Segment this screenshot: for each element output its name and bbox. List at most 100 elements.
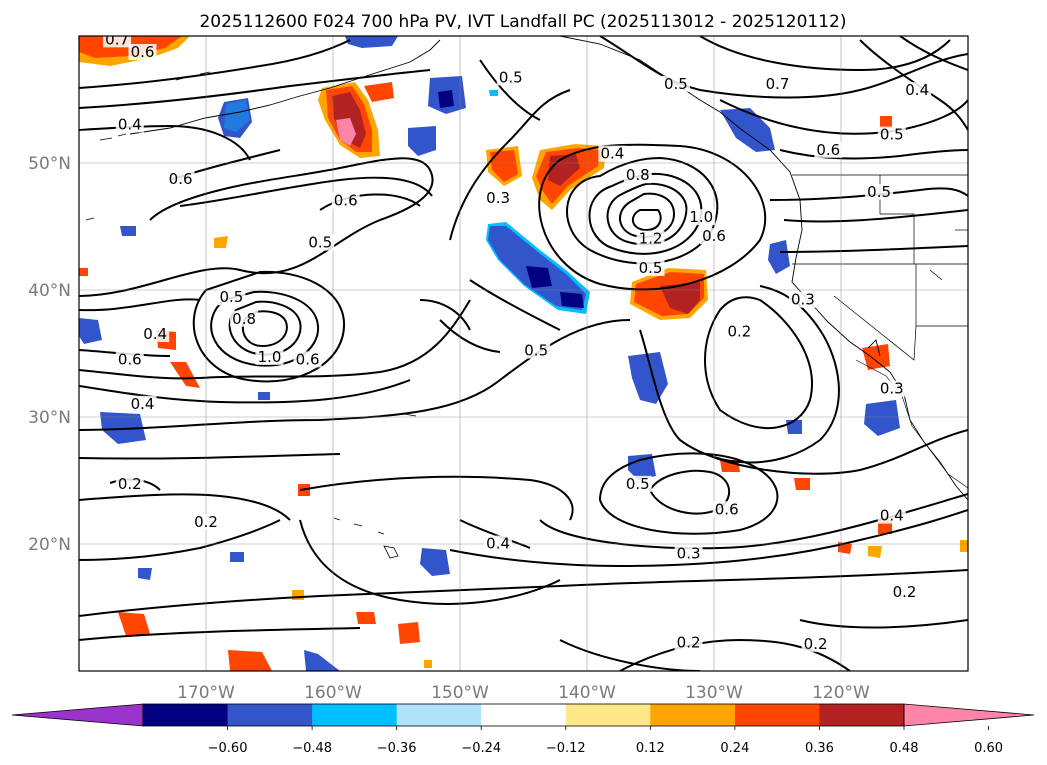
ivt-negative-area: [408, 126, 436, 156]
ivt-positive-area: [292, 590, 304, 600]
contour-label-background: [674, 545, 703, 562]
contour-label: 0.6: [334, 192, 358, 210]
latitude-tick-label: 30°N: [28, 408, 71, 428]
colorbar-tick-label: −0.36: [377, 741, 417, 756]
latitude-tick-label: 20°N: [28, 535, 71, 555]
colorbar-segment: [565, 704, 651, 726]
contour-label-background: [128, 395, 157, 412]
colorbar-tick-label: −0.24: [461, 741, 501, 756]
longitude-tick-label: 170°W: [177, 683, 235, 703]
ivt-positive-area: [214, 236, 228, 248]
contour-label: 1.2: [639, 230, 663, 248]
ivt-negative-area: [720, 108, 775, 152]
contour-label-background: [141, 325, 170, 342]
contour-label: 0.5: [867, 183, 891, 201]
ivt-negative-area: [420, 548, 450, 576]
ivt-positive-area: [868, 546, 882, 558]
contour-label: 0.2: [804, 635, 828, 653]
contour-label-background: [801, 635, 830, 652]
longitude-tick-label: 130°W: [685, 683, 743, 703]
contour-label-background: [484, 190, 513, 207]
contour-label: 0.4: [600, 145, 624, 163]
ivt-positive-area: [228, 650, 272, 671]
map-frame: [78, 35, 969, 672]
contour-label: 0.2: [118, 475, 142, 493]
contour-label: 0.5: [524, 342, 548, 360]
colorbar-tick-label: 0.36: [805, 741, 834, 756]
colorbar: −0.60 −0.48 −0.36 −0.24 −0.12 0.12 0.24 0.36 0.4…: [11, 703, 1035, 756]
ivt-negative-area: [768, 240, 790, 274]
colorbar-tick-label: 0.60: [974, 741, 1003, 756]
latitude-tick-labels: 20°N 30°N 40°N 50°N: [28, 154, 71, 555]
ivt-negative-area: [526, 266, 552, 288]
contour-label: 0.6: [715, 500, 739, 518]
contour-label-background: [484, 535, 513, 552]
coastlines: [129, 36, 968, 501]
ivt-positive-area: [79, 268, 88, 276]
contour-label-background: [192, 513, 220, 530]
ivt-positive-area: [398, 622, 420, 644]
ivt-negative-area: [304, 650, 340, 671]
contour-label: 0.2: [893, 583, 917, 601]
contour-label: 0.4: [118, 115, 142, 133]
contour-label: 0.3: [677, 545, 701, 563]
contour-label-background: [598, 145, 627, 162]
contour-label: 0.5: [308, 234, 332, 252]
contour-label-background: [230, 310, 259, 327]
contour-label: 0.5: [664, 75, 688, 93]
contour-label: 0.4: [143, 325, 167, 343]
contour-label-background: [522, 342, 551, 359]
contour-label: 0.3: [486, 189, 510, 207]
ivt-positive-area: [356, 612, 376, 624]
contour-label-background: [636, 230, 665, 247]
colorbar-segment: [819, 704, 905, 726]
contour-label-background: [128, 44, 157, 61]
contour-label: 0.7: [105, 30, 129, 48]
contour-label-background: [115, 475, 144, 492]
contour-label-background: [674, 634, 703, 651]
ivt-positive-area: [880, 116, 892, 128]
contour-label: 0.4: [880, 507, 904, 525]
contour-label: 0.2: [677, 634, 701, 652]
ivt-negative-area: [79, 318, 102, 344]
ivt-negative-area: [489, 90, 498, 96]
colorbar-extend-low: [11, 703, 144, 727]
contour-label-background: [903, 82, 932, 99]
ivt-positive-area: [336, 118, 356, 146]
figure-title: 2025112600 F024 700 hPa PV, IVT Landfall…: [199, 12, 846, 32]
longitude-tick-label: 140°W: [558, 683, 616, 703]
contour-labels: 0.70.60.5 0.5 0.7 0.40.40.50.60.40.6 0.80.6 0…: [103, 30, 932, 653]
longitude-tick-label: 160°W: [304, 683, 362, 703]
colorbar-segment: [143, 704, 229, 726]
ivt-negative-area: [224, 100, 250, 132]
contour-label-background: [725, 323, 754, 340]
colorbar-frame: [142, 703, 905, 727]
longitude-tick-labels: 170°W 160°W 150°W 140°W 130°W 120°W: [177, 683, 870, 703]
latitude-tick-label: 40°N: [28, 281, 71, 301]
ivt-positive-area: [424, 660, 432, 668]
contour-label-background: [331, 192, 360, 209]
contour-label: 0.2: [194, 513, 218, 531]
contour-label: 0.8: [626, 166, 650, 184]
ivt-negative-area: [345, 36, 398, 48]
contour-label-background: [166, 171, 195, 188]
contour-label: 0.3: [791, 291, 815, 309]
ivt-positive-area: [490, 150, 518, 182]
ivt-positive-area: [364, 82, 394, 102]
ivt-positive-area: [118, 612, 150, 636]
latitude-tick-label: 50°N: [28, 154, 71, 174]
contour-label: 0.7: [766, 75, 790, 93]
longitude-tick-label: 120°W: [812, 683, 870, 703]
contour-label: 0.6: [118, 350, 142, 368]
contour-label-background: [687, 209, 716, 226]
gridlines: [79, 36, 968, 671]
ivt-positive-area: [862, 344, 890, 370]
ivt-negative-area: [628, 454, 656, 480]
colorbar-segment: [650, 704, 736, 726]
contour-label: 0.6: [131, 43, 155, 61]
contour-label: 0.4: [131, 395, 155, 413]
contour-label-background: [115, 116, 144, 133]
map-panel: 0.70.60.5 0.5 0.7 0.40.40.50.60.40.6 0.80.6 0…: [28, 30, 969, 703]
contour-label-background: [865, 183, 894, 200]
